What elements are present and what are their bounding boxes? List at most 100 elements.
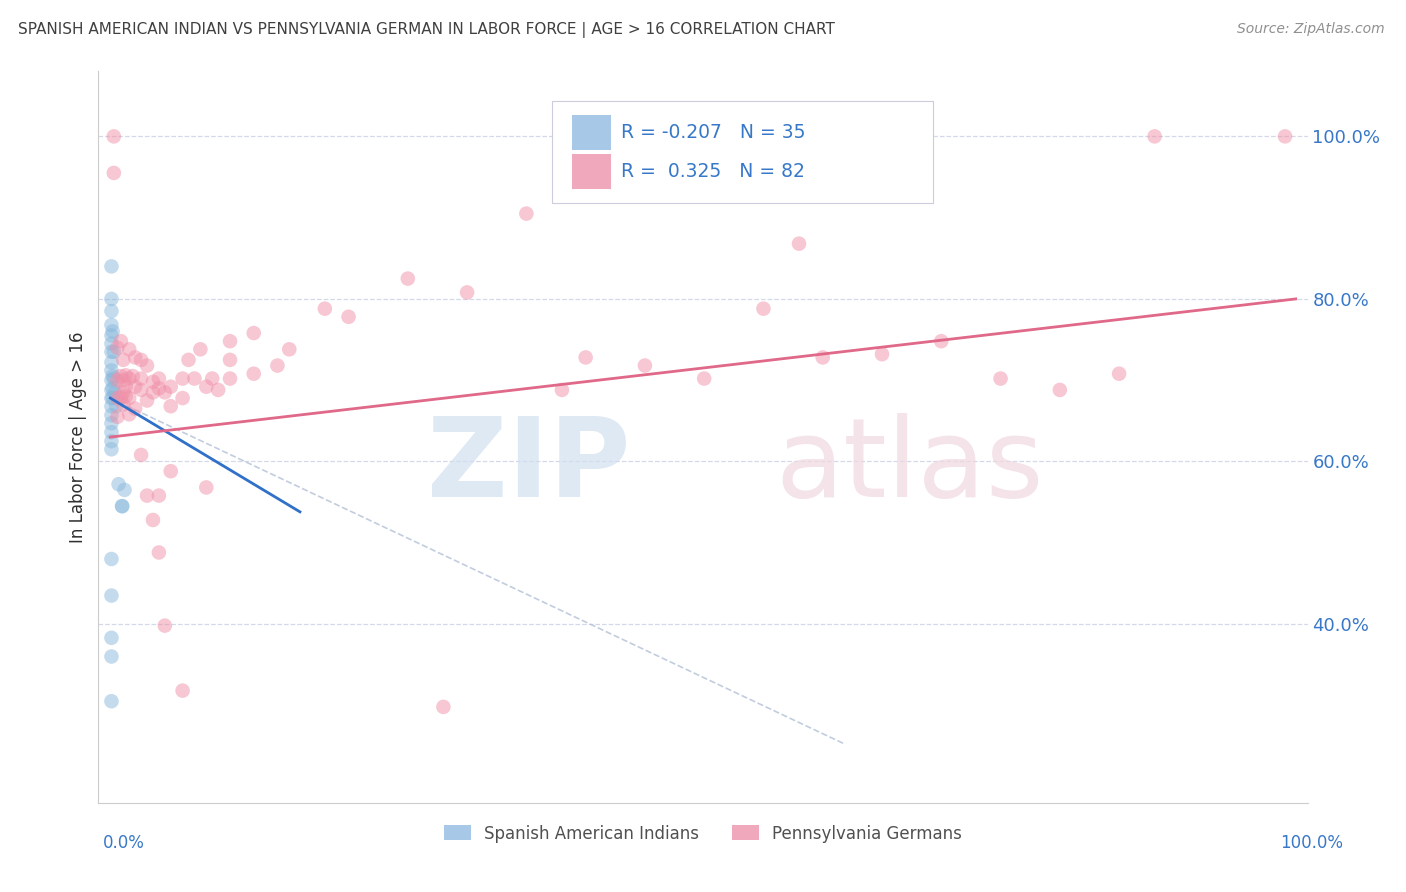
Point bbox=[100, 442, 122, 457]
Point bbox=[111, 499, 134, 513]
Point bbox=[118, 391, 141, 405]
Point bbox=[100, 589, 122, 603]
Point bbox=[159, 380, 181, 394]
Point bbox=[110, 334, 132, 348]
Point bbox=[201, 371, 224, 385]
Point bbox=[752, 301, 775, 316]
Point bbox=[114, 368, 136, 383]
Point bbox=[100, 391, 122, 405]
Point bbox=[870, 347, 893, 361]
Point bbox=[100, 260, 122, 274]
Text: Source: ZipAtlas.com: Source: ZipAtlas.com bbox=[1237, 22, 1385, 37]
Point bbox=[100, 383, 122, 397]
Point bbox=[103, 129, 125, 144]
Point bbox=[103, 371, 125, 385]
Point bbox=[136, 489, 159, 503]
Point bbox=[129, 371, 152, 385]
Legend: Spanish American Indians, Pennsylvania Germans: Spanish American Indians, Pennsylvania G… bbox=[437, 818, 969, 849]
Point bbox=[104, 385, 127, 400]
Point bbox=[111, 499, 134, 513]
Point bbox=[177, 352, 200, 367]
Point bbox=[101, 391, 124, 405]
Point bbox=[110, 369, 132, 384]
Point bbox=[114, 380, 136, 394]
Point bbox=[105, 391, 128, 405]
Point bbox=[142, 385, 165, 400]
Point bbox=[219, 352, 242, 367]
Point bbox=[136, 393, 159, 408]
Point bbox=[103, 344, 125, 359]
Point bbox=[183, 371, 205, 385]
Point bbox=[1108, 367, 1130, 381]
Point bbox=[121, 369, 143, 384]
Point bbox=[787, 236, 810, 251]
Point bbox=[148, 489, 170, 503]
Point bbox=[153, 618, 176, 632]
Text: atlas: atlas bbox=[776, 413, 1045, 520]
Point bbox=[101, 381, 124, 395]
FancyBboxPatch shape bbox=[551, 101, 932, 203]
Point bbox=[634, 359, 657, 373]
Text: 100.0%: 100.0% bbox=[1279, 834, 1343, 852]
Point bbox=[105, 341, 128, 355]
Point bbox=[195, 380, 218, 394]
Point bbox=[112, 398, 135, 412]
Point bbox=[456, 285, 478, 300]
Point bbox=[929, 334, 952, 348]
Point bbox=[1274, 129, 1296, 144]
Point bbox=[219, 334, 242, 348]
Text: ZIP: ZIP bbox=[427, 413, 630, 520]
Point bbox=[100, 344, 122, 359]
Point bbox=[432, 699, 454, 714]
Point bbox=[101, 369, 124, 384]
Point bbox=[124, 380, 146, 394]
Point bbox=[337, 310, 360, 324]
Point bbox=[142, 513, 165, 527]
Point bbox=[207, 383, 229, 397]
Point bbox=[129, 352, 152, 367]
Point bbox=[148, 371, 170, 385]
Point bbox=[105, 399, 128, 413]
Point bbox=[100, 304, 122, 318]
Point bbox=[100, 355, 122, 369]
Point bbox=[118, 407, 141, 421]
Point bbox=[105, 373, 128, 387]
Point bbox=[100, 649, 122, 664]
Point bbox=[314, 301, 336, 316]
Point bbox=[195, 480, 218, 494]
Point bbox=[129, 383, 152, 397]
Point bbox=[100, 694, 122, 708]
Bar bbox=[572, 114, 612, 150]
Point bbox=[110, 391, 132, 405]
Point bbox=[114, 389, 136, 403]
Point bbox=[190, 343, 212, 357]
Text: 0.0%: 0.0% bbox=[103, 834, 145, 852]
Point bbox=[100, 363, 122, 377]
Point bbox=[100, 318, 122, 332]
Point bbox=[105, 409, 128, 424]
Point bbox=[990, 371, 1012, 385]
Point bbox=[159, 399, 181, 413]
Point bbox=[219, 371, 242, 385]
Y-axis label: In Labor Force | Age > 16: In Labor Force | Age > 16 bbox=[69, 331, 87, 543]
Point bbox=[118, 343, 141, 357]
Point bbox=[100, 408, 122, 422]
Point bbox=[100, 399, 122, 413]
Point bbox=[100, 336, 122, 351]
Point bbox=[515, 206, 537, 220]
Point bbox=[118, 371, 141, 385]
Point bbox=[100, 631, 122, 645]
Point bbox=[148, 545, 170, 559]
Point bbox=[136, 359, 159, 373]
Point bbox=[100, 425, 122, 440]
Point bbox=[153, 385, 176, 400]
Point bbox=[242, 326, 264, 340]
Point bbox=[129, 448, 152, 462]
Point bbox=[159, 464, 181, 478]
Point bbox=[112, 385, 135, 400]
Text: R = -0.207   N = 35: R = -0.207 N = 35 bbox=[621, 122, 806, 142]
Point bbox=[172, 683, 194, 698]
Point bbox=[112, 373, 135, 387]
Point bbox=[103, 166, 125, 180]
Point bbox=[278, 343, 301, 357]
